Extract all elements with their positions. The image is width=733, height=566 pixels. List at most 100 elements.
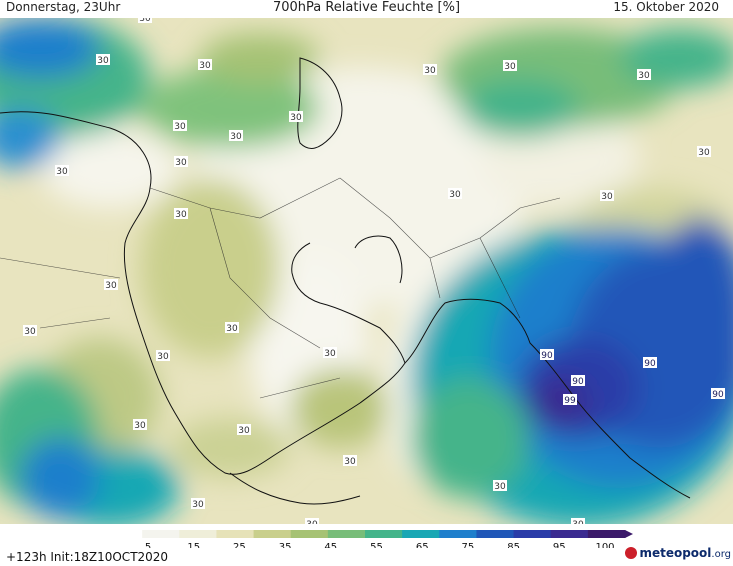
contour-label: 30 <box>289 111 303 123</box>
colorbar-tick-label: 95 <box>553 542 566 548</box>
colorbar-swatch <box>513 530 552 538</box>
contour-label-text: 30 <box>424 66 436 76</box>
contour-label: 90 <box>711 388 725 400</box>
contour-label: 30 <box>323 347 337 359</box>
contour-label: 30 <box>173 120 187 132</box>
colorbar-swatch <box>550 530 589 538</box>
humidity-map: 30 30 30 30 30 30 30 30 30 30 30 30 30 30 30 30 30 30 30 30… <box>0 18 733 524</box>
colorbar-swatch <box>105 530 143 538</box>
colorbar-arrow <box>625 530 633 538</box>
contour-label-text: 90 <box>541 351 553 361</box>
contour-label-text: 30 <box>290 113 302 123</box>
colorbar-tick-label: 75 <box>462 542 475 548</box>
contour-label-text: 30 <box>449 190 461 200</box>
run-info: +123h Init:18Z10OCT2020 <box>6 550 169 564</box>
contour-label-text: 90 <box>712 390 724 400</box>
contour-label: 30 <box>237 424 251 436</box>
contour-label: 30 <box>198 59 212 71</box>
contour-label-text: 30 <box>174 122 186 132</box>
contour-label: 30 <box>174 208 188 220</box>
humidity-field <box>0 18 733 524</box>
contour-label-text: 90 <box>572 377 584 387</box>
contour-label-text: 30 <box>572 520 584 524</box>
meteopool-logo-icon <box>625 547 638 559</box>
valid-time-label: Donnerstag, 23Uhr <box>6 0 121 14</box>
contour-label-text: 90 <box>644 359 656 369</box>
contour-label: 30 <box>343 455 357 467</box>
contour-label-text: 30 <box>638 71 650 81</box>
map-header: Donnerstag, 23Uhr 700hPa Relative Feucht… <box>0 0 733 18</box>
colorbar-swatch <box>439 530 477 538</box>
contour-label: 30 <box>225 322 239 334</box>
contour-label-text: 30 <box>105 281 117 291</box>
contour-label: 30 <box>191 498 205 510</box>
contour-label-text: 30 <box>97 56 109 66</box>
country-borders <box>0 177 561 399</box>
contour-label: 30 <box>133 419 147 431</box>
colorbar-tick-label: 85 <box>507 542 520 548</box>
colorbar-swatch <box>327 530 366 538</box>
contour-label-text: 30 <box>306 520 318 524</box>
colorbar-labels: 5 15 25 35 45 55 65 75 85 95 100 <box>145 542 615 548</box>
contour-label-text: 30 <box>134 421 146 431</box>
colorbar-tick-label: 25 <box>233 542 246 548</box>
contour-label: 30 <box>448 188 462 200</box>
colorbar-tick-label: 35 <box>279 542 292 548</box>
contour-label-text: 30 <box>157 352 169 362</box>
contour-label-text: 99 <box>564 396 576 406</box>
colorbar-swatch <box>402 530 440 538</box>
contour-label-text: 30 <box>199 61 211 71</box>
colorbar-swatch <box>216 530 255 538</box>
colorbar-swatch <box>179 530 217 538</box>
contour-label-text: 30 <box>601 192 613 202</box>
contour-label: 90 <box>571 375 585 387</box>
colorbar-tick-label: 55 <box>370 542 383 548</box>
contour-label: 30 <box>423 64 437 76</box>
contour-label: 30 <box>96 54 110 66</box>
colorbar-swatch <box>253 530 292 538</box>
brand-name: meteopool <box>639 546 712 560</box>
contour-label-text: 30 <box>175 210 187 220</box>
colorbar: 5 15 25 35 45 55 65 75 85 95 100 <box>105 530 633 548</box>
contour-label: 30 <box>156 350 170 362</box>
colorbar-tick-label: 65 <box>416 542 429 548</box>
map-footer: 5 15 25 35 45 55 65 75 85 95 100 +123h Init:18Z10O… <box>0 524 733 566</box>
contour-label-text: 30 <box>504 62 516 72</box>
contour-label: 90 <box>540 349 554 361</box>
contour-label: 99 <box>563 394 577 406</box>
contour-label: 30 <box>571 518 585 524</box>
contour-label-text: 30 <box>192 500 204 510</box>
contour-label: 30 <box>229 130 243 142</box>
colorbar-swatch <box>365 530 403 538</box>
brand-ext: .org <box>711 549 731 560</box>
contour-label: 30 <box>55 165 69 177</box>
colorbar-swatch <box>142 530 180 538</box>
contour-label-text: 30 <box>238 426 250 436</box>
contour-label-text: 30 <box>324 349 336 359</box>
contour-label-text: 30 <box>698 148 710 158</box>
contour-label: 30 <box>104 279 118 291</box>
contour-labels: 30 30 30 30 30 30 30 30 30 30 30 30 30 30 30 30 30 30 30 30… <box>23 18 725 524</box>
contour-label: 30 <box>174 156 188 168</box>
brand-logo[interactable]: meteopool.org <box>625 546 731 560</box>
colorbar-tick-label: 15 <box>187 542 200 548</box>
contour-label-text: 30 <box>226 324 238 334</box>
colorbar-swatches <box>105 530 633 538</box>
contour-label-text: 30 <box>344 457 356 467</box>
contour-label-text: 30 <box>56 167 68 177</box>
map-title: 700hPa Relative Feuchte [%] <box>272 0 461 15</box>
contour-label: 30 <box>600 190 614 202</box>
colorbar-swatch <box>476 530 515 538</box>
contour-label-text: 30 <box>139 18 151 24</box>
contour-label: 30 <box>23 325 37 337</box>
contour-label: 30 <box>637 69 651 81</box>
coastlines <box>0 57 691 505</box>
contour-label: 30 <box>138 18 152 24</box>
contour-label: 30 <box>697 146 711 158</box>
colorbar-tick-label: 5 <box>145 542 151 548</box>
contour-label: 90 <box>643 357 657 369</box>
contour-label-text: 30 <box>494 482 506 492</box>
colorbar-swatch <box>587 530 626 538</box>
contour-label: 30 <box>503 60 517 72</box>
colorbar-tick-label: 45 <box>324 542 337 548</box>
